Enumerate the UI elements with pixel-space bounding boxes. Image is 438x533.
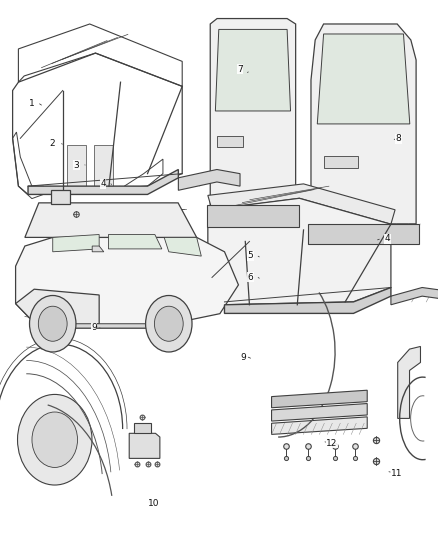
Polygon shape	[308, 224, 419, 244]
Polygon shape	[129, 433, 160, 458]
Text: 5: 5	[247, 252, 254, 260]
Polygon shape	[391, 287, 438, 305]
Circle shape	[145, 295, 192, 352]
Polygon shape	[217, 136, 243, 147]
Polygon shape	[28, 169, 178, 195]
Text: 2: 2	[50, 140, 55, 148]
Polygon shape	[311, 24, 416, 224]
Circle shape	[155, 306, 183, 341]
Polygon shape	[272, 403, 367, 421]
Polygon shape	[215, 29, 290, 111]
Polygon shape	[16, 237, 238, 328]
Text: 9: 9	[91, 324, 97, 332]
Polygon shape	[317, 34, 410, 124]
Polygon shape	[16, 289, 99, 328]
Polygon shape	[225, 287, 391, 313]
Polygon shape	[51, 190, 70, 205]
Polygon shape	[164, 237, 201, 256]
Polygon shape	[398, 346, 420, 418]
Polygon shape	[134, 423, 151, 433]
Text: 8: 8	[396, 134, 402, 143]
Circle shape	[29, 295, 76, 352]
Polygon shape	[94, 144, 113, 186]
Polygon shape	[109, 235, 162, 249]
Text: 9: 9	[240, 353, 246, 361]
Text: 11: 11	[391, 469, 403, 478]
Polygon shape	[208, 198, 391, 305]
Text: 10: 10	[148, 499, 160, 508]
Polygon shape	[272, 390, 367, 408]
Polygon shape	[210, 19, 296, 205]
Text: 4: 4	[385, 235, 390, 243]
Polygon shape	[53, 235, 99, 252]
Polygon shape	[92, 246, 104, 252]
Text: 4: 4	[100, 180, 106, 188]
Polygon shape	[62, 318, 162, 328]
Circle shape	[39, 306, 67, 341]
Polygon shape	[272, 417, 367, 434]
Text: 6: 6	[247, 273, 254, 281]
Polygon shape	[25, 203, 197, 237]
Text: 7: 7	[237, 65, 243, 74]
Polygon shape	[324, 156, 358, 168]
Circle shape	[32, 412, 78, 467]
Text: 3: 3	[74, 161, 80, 169]
Polygon shape	[207, 205, 299, 227]
Polygon shape	[67, 144, 86, 186]
Circle shape	[18, 394, 92, 485]
Polygon shape	[178, 169, 240, 190]
Text: 12: 12	[326, 439, 338, 448]
Polygon shape	[208, 184, 395, 224]
Text: 1: 1	[28, 100, 35, 108]
